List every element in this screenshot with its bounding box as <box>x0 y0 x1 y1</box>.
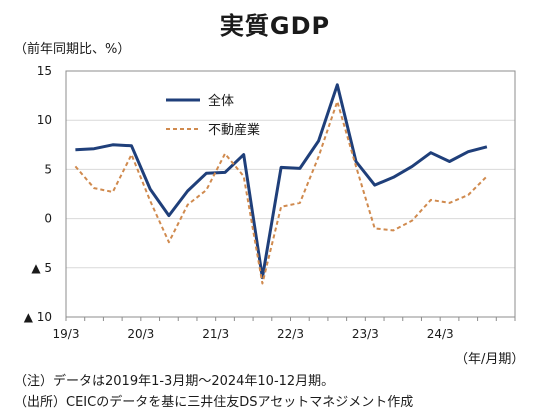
x-tick-label: 20/3 <box>127 327 154 341</box>
series-line-1 <box>74 100 488 285</box>
series-line-0 <box>75 83 488 280</box>
y-tick-label: 15 <box>37 64 52 78</box>
plot-frame <box>65 70 516 318</box>
y-tick-label: 5 <box>44 162 52 176</box>
x-tick-label: 22/3 <box>277 327 304 341</box>
y-tick-label: ▲ 10 <box>24 310 52 324</box>
x-tick-label: 19/3 <box>53 327 80 341</box>
legend-label: 不動産業 <box>208 122 260 138</box>
x-tick-label: 21/3 <box>202 327 229 341</box>
y-tick-label: 10 <box>37 113 52 127</box>
footnote-source: （出所）CEICのデータを基に三井住友DSアセットマネジメント作成 <box>14 395 414 410</box>
y-tick-label: ▲ 5 <box>31 261 52 275</box>
y-tick-label: 0 <box>44 212 52 226</box>
x-axis-unit-label: （年/月期） <box>455 352 525 367</box>
chart-title: 実質GDP <box>219 12 331 40</box>
legend-label: 全体 <box>208 93 234 109</box>
y-axis-label: （前年同期比、%） <box>14 42 131 57</box>
x-tick-label: 24/3 <box>427 327 454 341</box>
x-tick-label: 23/3 <box>352 327 379 341</box>
footnote-note: （注）データは2019年1-3月期～2024年10-12月期。 <box>14 374 335 389</box>
